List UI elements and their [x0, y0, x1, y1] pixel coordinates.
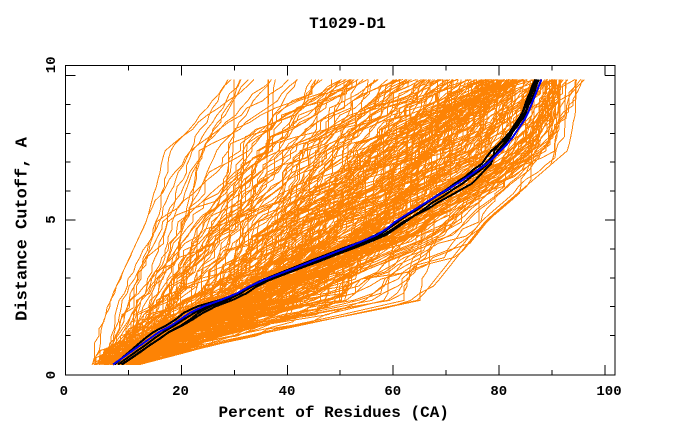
svg-text:T1029-D1: T1029-D1 [309, 15, 386, 33]
svg-text:40: 40 [279, 384, 296, 400]
svg-text:Percent of Residues (CA): Percent of Residues (CA) [218, 404, 448, 422]
svg-text:0: 0 [44, 371, 60, 379]
svg-text:20: 20 [172, 384, 189, 400]
svg-text:0: 0 [60, 384, 68, 400]
svg-text:80: 80 [490, 384, 507, 400]
svg-text:60: 60 [384, 384, 401, 400]
svg-text:100: 100 [596, 384, 621, 400]
svg-text:Distance Cutoff, A: Distance Cutoff, A [14, 136, 33, 320]
svg-text:5: 5 [44, 215, 60, 223]
svg-text:10: 10 [44, 56, 60, 73]
